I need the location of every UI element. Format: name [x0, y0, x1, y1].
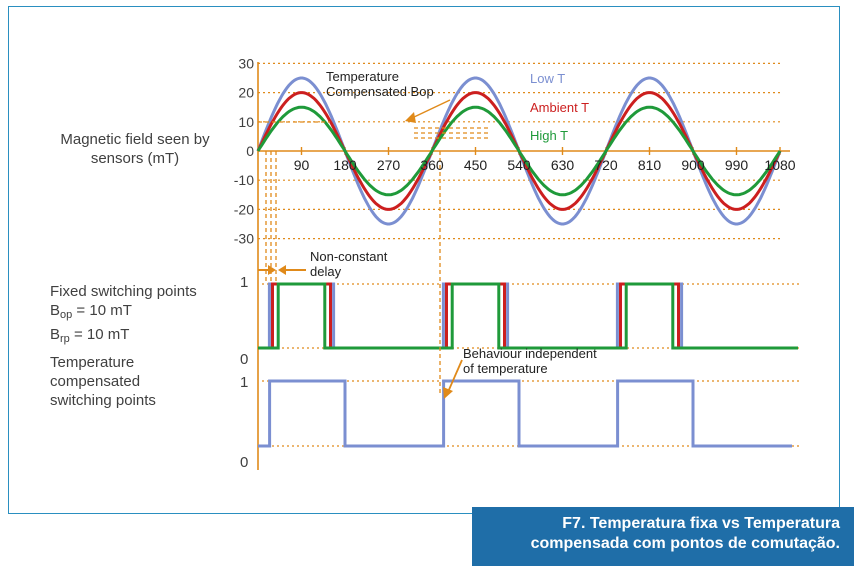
y-tick--30: -30 [234, 231, 254, 247]
bop-value: = 10 mT [72, 302, 132, 319]
y-tick--10: -10 [234, 172, 254, 188]
temp-label-2: compensated [50, 373, 141, 390]
wave-high-t [256, 105, 782, 197]
behaviour-pointer [447, 359, 463, 393]
legend-ambient-t: Ambient T [530, 100, 589, 115]
reference-lines [258, 62, 800, 447]
fixed-signal-low-t [258, 282, 798, 350]
fixed-switching-label: Fixed switching points Bop = 10 mT Brp =… [50, 282, 197, 349]
annotation-behaviour-2: of temperature [463, 361, 548, 376]
x-tick-720: 720 [594, 157, 618, 173]
fixed-level-zero: 0 [240, 351, 249, 368]
y-tick-10: 10 [238, 114, 254, 130]
figure-frame [8, 6, 840, 514]
fixed-signal-high-t [258, 282, 798, 350]
x-tick-360: 360 [420, 157, 444, 173]
compensated-bop-pointer [411, 99, 451, 119]
magnetic-field-label-1: Magnetic field seen by [60, 131, 210, 148]
y-tick-30: 30 [238, 55, 254, 71]
temp-label-3: switching points [50, 392, 156, 409]
caption-line-1: F7. Temperatura fixa vs Temperatura [562, 515, 840, 532]
fixed-signal-ambient-t [258, 282, 798, 350]
x-tick-540: 540 [507, 157, 531, 173]
x-tick-90: 90 [294, 157, 310, 173]
fixed-level-one: 1 [240, 274, 249, 291]
y-tick-0: 0 [246, 143, 254, 159]
fixed-switching-title: Fixed switching points [50, 283, 197, 300]
brp-line: Brp = 10 mT [50, 325, 197, 349]
x-tick-180: 180 [333, 157, 357, 173]
fixed-switching-signals [258, 282, 798, 350]
x-tick-990: 990 [725, 157, 749, 173]
y-tick-20: 20 [238, 85, 254, 101]
compensated-bop-arrowhead [405, 112, 416, 123]
annotation-behaviour-1: Behaviour independent [463, 346, 597, 361]
brp-value: = 10 mT [69, 326, 130, 343]
annotation-compensated-bop-1: Temperature [326, 69, 399, 84]
x-tick-810: 810 [638, 157, 662, 173]
tick-labels: 30 20 10 0 -10 -20 -30 90 180 270 360 450 540 630 720 8… [234, 55, 796, 246]
temperature-compensated-label: Temperature compensated switching points [50, 353, 156, 410]
magnetic-field-label: Magnetic field seen by sensors (mT) [40, 130, 230, 168]
behaviour-arrowhead [443, 387, 453, 399]
annotation-non-constant-1: Non-constant [310, 249, 388, 264]
temp-level-zero: 0 [240, 454, 249, 471]
annotation-markers [258, 99, 490, 399]
delay-arrowhead-left [268, 265, 276, 275]
delay-arrowhead-right [278, 265, 286, 275]
caption-line-2: compensada com pontos de comutação. [530, 535, 840, 552]
brp-symbol: B [50, 326, 61, 343]
x-tick-450: 450 [464, 157, 488, 173]
compensated-signal [258, 379, 792, 448]
x-tick-900: 900 [681, 157, 705, 173]
legend-low-t: Low T [530, 71, 565, 86]
x-tick-1080: 1080 [764, 157, 795, 173]
temp-label-1: Temperature [50, 354, 135, 371]
figure-caption: F7. Temperatura fixa vs Temperatura comp… [472, 507, 854, 566]
sine-waves [256, 76, 782, 226]
legend-high-t: High T [530, 128, 568, 143]
annotation-compensated-bop-2: Compensated Bop [326, 84, 434, 99]
x-tick-270: 270 [377, 157, 401, 173]
x-tick-630: 630 [551, 157, 575, 173]
brp-subscript: rp [60, 333, 70, 345]
bop-subscript: op [60, 309, 73, 321]
compensated-switching-signal [258, 379, 792, 448]
bop-symbol: B [50, 302, 61, 319]
temp-level-one: 1 [240, 374, 249, 391]
magnetic-field-label-2: sensors (mT) [90, 150, 180, 167]
y-tick--20: -20 [234, 201, 254, 217]
bop-line: Bop = 10 mT [50, 301, 197, 325]
annotation-non-constant-2: delay [310, 264, 342, 279]
